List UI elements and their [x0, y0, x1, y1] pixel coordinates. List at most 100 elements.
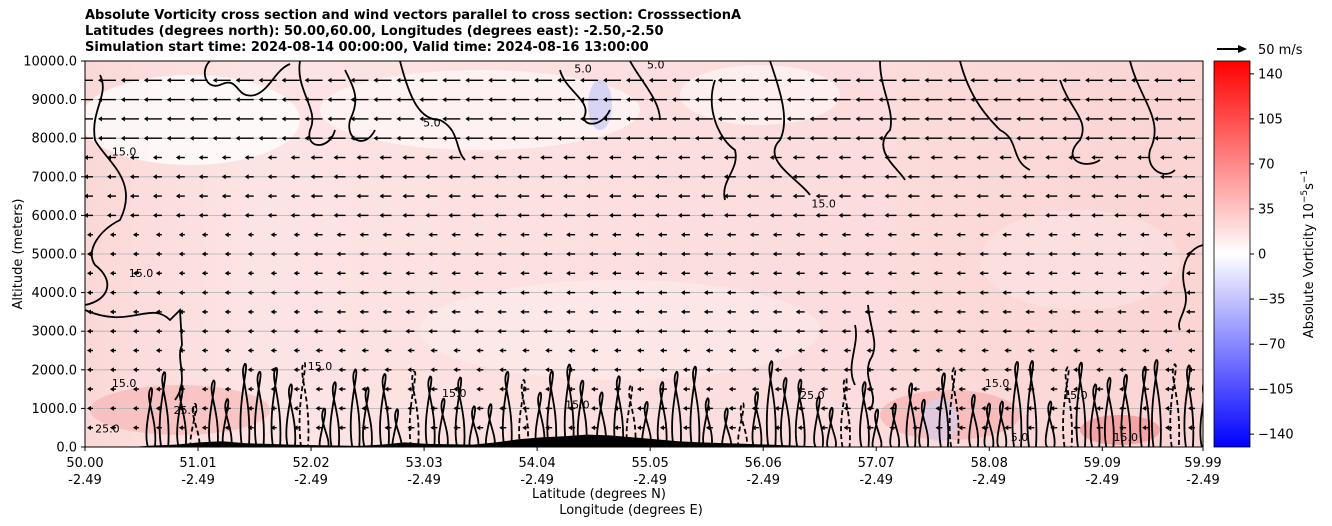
wind-vector-head: [935, 425, 940, 431]
wind-vector-head: [1131, 116, 1136, 122]
wind-vector-head: [359, 232, 364, 238]
wind-vector-head: [85, 193, 88, 199]
wind-vector-head: [494, 212, 499, 218]
wind-vector-head: [336, 232, 341, 238]
wind-vector-head: [198, 155, 203, 160]
wind-vector-head: [1163, 251, 1168, 257]
wind-vector-head: [637, 425, 641, 431]
wind-vector-head: [474, 309, 479, 315]
wind-vector-head: [1016, 97, 1021, 103]
wind-vector-head: [189, 97, 194, 103]
wind-vector-head: [682, 367, 687, 373]
wind-vector-head: [1186, 328, 1190, 334]
wind-vector-head: [534, 97, 539, 103]
wind-vector-head: [270, 367, 275, 373]
y-tick-label: 9000.0: [32, 93, 78, 108]
wind-vector-head: [405, 270, 410, 276]
wind-vector-head: [336, 270, 341, 276]
contour-label: 25.0: [800, 389, 825, 402]
wind-vector-head: [453, 386, 458, 392]
wind-vector-head: [586, 193, 591, 199]
wind-vector-head: [132, 348, 137, 353]
wind-vector-head: [540, 174, 545, 180]
wind-vector-head: [405, 309, 410, 315]
wind-vector-head: [1039, 97, 1044, 103]
wind-vector-head: [281, 77, 286, 83]
wind-vector-head: [993, 77, 998, 83]
wind-vector-head: [540, 193, 545, 199]
wind-vector-head: [338, 348, 343, 353]
wind-vector-head: [1050, 405, 1055, 411]
x-tick-label-lon: -2.49: [181, 473, 215, 488]
wind-vector-head: [1091, 193, 1096, 199]
wind-vector-head: [910, 290, 915, 296]
wind-vector-head: [614, 348, 619, 353]
wind-vector-head: [313, 232, 318, 238]
wind-vector-head: [958, 386, 963, 392]
wind-vector-head: [864, 270, 869, 276]
wind-vector-head: [910, 328, 915, 334]
contour-line: [918, 398, 930, 447]
wind-vector-head: [797, 367, 802, 373]
wind-vector-head: [717, 97, 722, 103]
wind-vector-head: [956, 232, 961, 238]
wind-vector-head: [889, 405, 894, 411]
contour-line: [254, 370, 265, 447]
wind-vector-head: [212, 116, 217, 122]
wind-vector-head: [87, 270, 91, 276]
wind-vector-head: [132, 309, 137, 315]
wind-vector-head: [1119, 348, 1124, 353]
wind-vector-head: [87, 251, 91, 257]
wind-vector-head: [224, 405, 229, 411]
wind-vector-head: [749, 290, 754, 296]
contour-line: [559, 69, 611, 125]
x-tick-label-lat: 53.03: [405, 456, 442, 471]
quiver-key: 50 m/s: [1217, 43, 1303, 58]
wind-vector-head: [1002, 251, 1007, 257]
wind-vector-head: [166, 135, 171, 141]
wind-vector-head: [591, 386, 596, 392]
wind-vector-head: [304, 116, 309, 122]
wind-vector-head: [589, 309, 594, 315]
contour-line: [905, 382, 917, 447]
wind-vector-head: [609, 155, 614, 160]
wind-vector-head: [247, 251, 252, 257]
contour-line: [1169, 363, 1181, 447]
wind-vector-head: [430, 425, 435, 431]
wind-vector-head: [818, 290, 823, 296]
wind-vector-head: [247, 405, 252, 411]
contour-line: [349, 368, 361, 447]
wind-vector-head: [591, 367, 596, 373]
wind-vector-head: [657, 232, 662, 238]
wind-vector-head: [1165, 367, 1170, 373]
wind-vector-head: [705, 348, 710, 353]
wind-vector-head: [315, 405, 320, 411]
wind-vector-head: [132, 386, 137, 392]
wind-vector-head: [930, 212, 935, 218]
wind-vector-head: [1096, 405, 1101, 411]
wind-vector-head: [694, 135, 699, 141]
wind-vector-head: [999, 155, 1004, 160]
wind-vector-head: [614, 425, 619, 431]
wind-vector-head: [832, 97, 837, 103]
wind-vector-head: [1027, 367, 1032, 373]
wind-vector-head: [522, 425, 527, 431]
wind-vector-head: [132, 328, 137, 334]
wind-vector-head: [336, 328, 341, 334]
wind-vector-head: [1027, 405, 1032, 411]
wind-vector-head: [224, 270, 229, 276]
wind-vector-head: [1045, 174, 1050, 180]
contour-line: [859, 381, 870, 447]
colorbar-tick-label: −105: [1258, 383, 1294, 398]
wind-vector-head: [887, 290, 892, 296]
vorticity-low-patch: [420, 280, 820, 380]
wind-vector-head: [451, 290, 456, 296]
wind-vector-head: [717, 77, 722, 83]
wind-vector-head: [382, 232, 387, 238]
wind-vector-head: [792, 212, 797, 218]
wind-vector-head: [384, 405, 389, 411]
wind-vector-head: [809, 77, 814, 83]
contour-line: [208, 379, 219, 447]
contour-line: [826, 406, 837, 447]
wind-vector-head: [589, 290, 594, 296]
